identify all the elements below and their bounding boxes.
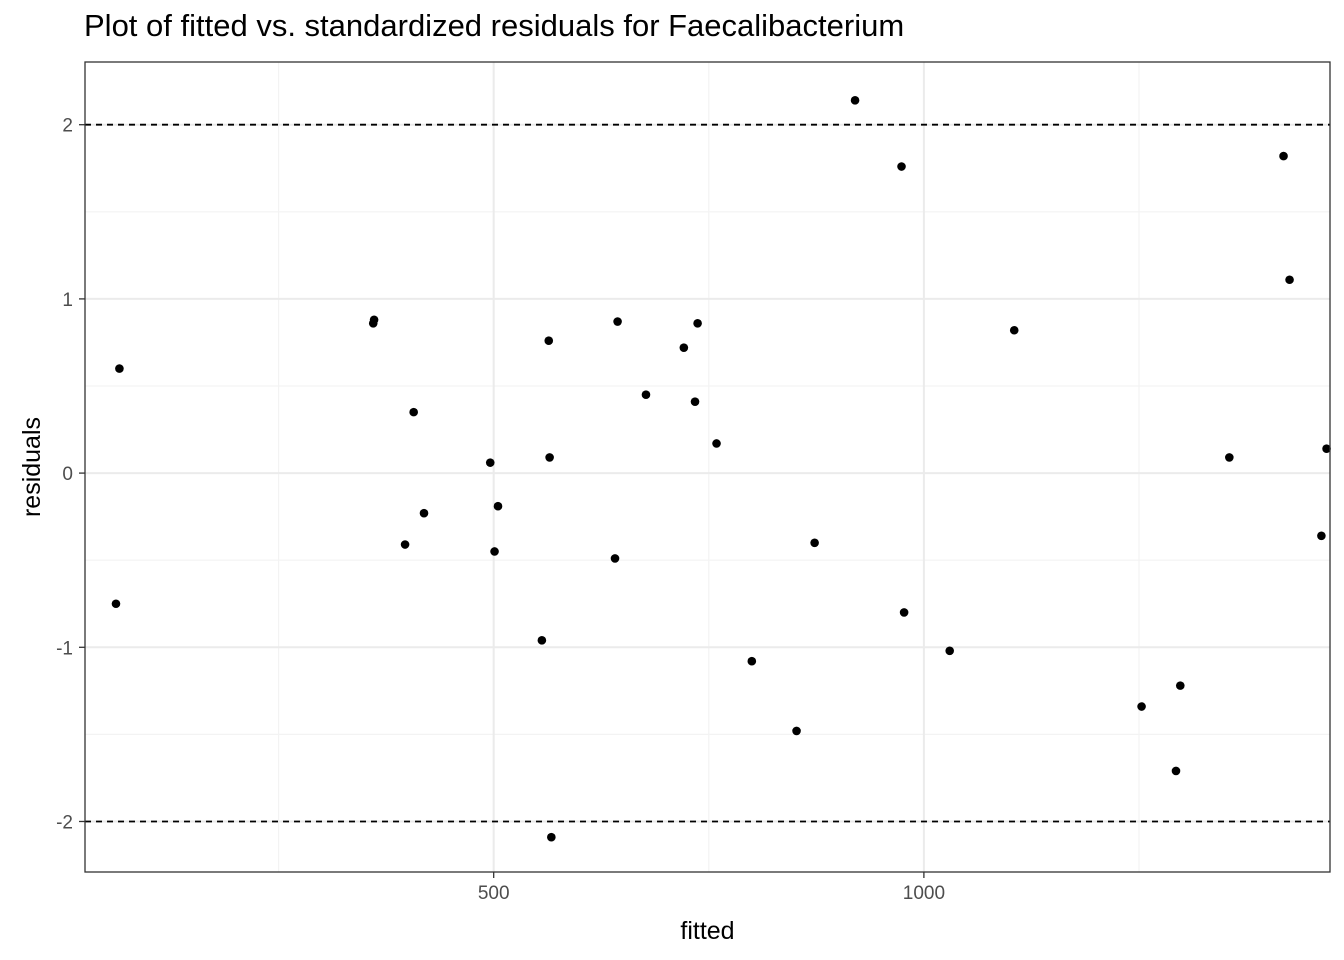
x-axis-title: fitted	[680, 917, 734, 945]
data-point	[613, 317, 622, 326]
data-point	[1009, 325, 1019, 335]
reference-lines	[85, 123, 1330, 823]
data-point	[850, 96, 860, 105]
x-axis-ticks: 500 1000	[478, 872, 945, 904]
y-tick-label: 1	[62, 290, 73, 311]
x-tick-label: 1000	[903, 883, 945, 904]
data-point	[690, 397, 700, 406]
data-point	[547, 832, 556, 842]
data-point	[545, 453, 554, 462]
data-point	[792, 726, 801, 736]
data-point	[945, 646, 955, 656]
y-axis-ticks: -2 -1 0 1 2	[56, 116, 85, 833]
data-points	[111, 96, 1331, 842]
x-tick-label: 500	[478, 883, 510, 904]
data-point	[490, 547, 499, 556]
data-point	[537, 636, 547, 645]
data-point	[1317, 531, 1326, 541]
data-point	[810, 538, 819, 548]
data-point	[641, 390, 651, 400]
y-tick-label: 0	[62, 464, 73, 485]
data-point	[897, 162, 906, 171]
data-point	[1285, 275, 1294, 285]
data-point	[1175, 681, 1185, 690]
data-point	[1279, 151, 1288, 161]
data-point	[1225, 453, 1234, 462]
data-point	[712, 439, 721, 448]
data-point	[409, 407, 418, 417]
chart-title: Plot of fitted vs. standardized residual…	[84, 8, 905, 43]
data-point	[368, 318, 378, 328]
data-point	[693, 318, 702, 328]
data-point	[899, 608, 909, 617]
data-point	[111, 599, 121, 609]
data-point	[419, 508, 429, 518]
data-point	[1137, 702, 1146, 711]
data-point	[747, 656, 757, 666]
y-tick-label: -1	[56, 638, 73, 659]
data-point	[400, 540, 410, 549]
grid	[85, 62, 1330, 872]
data-point	[115, 364, 124, 373]
y-axis-title: residuals	[18, 417, 46, 517]
data-point	[493, 501, 503, 511]
plot-border	[84, 61, 1331, 873]
data-point	[610, 554, 620, 563]
data-point	[544, 336, 554, 346]
data-point	[679, 343, 689, 352]
data-point	[485, 458, 495, 467]
y-tick-label: 2	[62, 116, 73, 137]
y-tick-label: -2	[56, 812, 73, 833]
data-point	[1171, 766, 1181, 776]
data-point	[1322, 444, 1331, 454]
